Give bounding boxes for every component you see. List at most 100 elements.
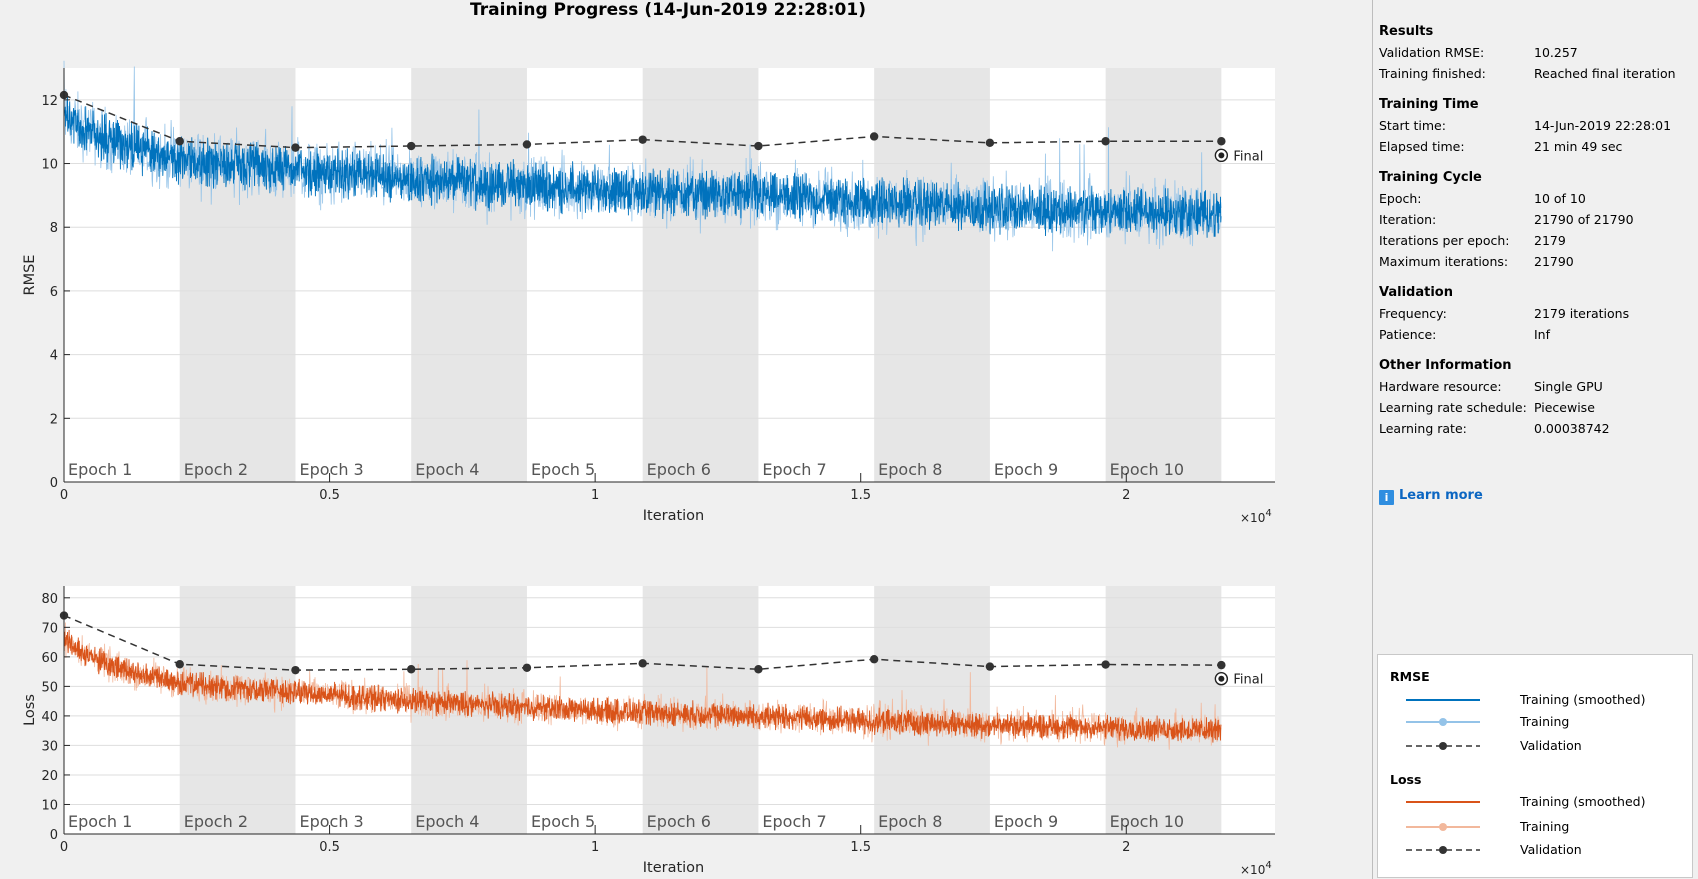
final-marker-dot (1218, 675, 1225, 682)
final-label: Final (1233, 149, 1263, 164)
epoch-band (1105, 586, 1222, 834)
row-key: Maximum iterations: (1379, 254, 1509, 269)
epoch-label: Epoch 1 (68, 812, 132, 831)
row-value: Inf (1534, 327, 1551, 342)
validation-point (522, 140, 532, 149)
y-tick-label: 30 (41, 739, 58, 754)
legend-rmse-validation: Validation (1406, 738, 1686, 754)
x-tick-label: 0.5 (319, 488, 340, 503)
learn-more-link[interactable]: i Learn more (1379, 488, 1483, 505)
epoch-label: Epoch 5 (531, 812, 595, 831)
chart-title: Training Progress (14-Jun-2019 22:28:01) (470, 0, 866, 20)
row-key: Frequency: (1379, 306, 1447, 321)
y-tick-label: 4 (50, 349, 58, 364)
validation-point (1101, 137, 1110, 146)
row-value: Single GPU (1534, 379, 1603, 394)
validation-point (985, 138, 995, 148)
y-tick-label: 50 (41, 680, 58, 695)
y-tick-label: 12 (41, 94, 58, 109)
epoch-label: Epoch 3 (299, 460, 363, 479)
row-key: Training finished: (1379, 66, 1486, 81)
legend-loss-smoothed: Training (smoothed) (1406, 794, 1686, 810)
legend-rmse-training: Training (1406, 714, 1686, 730)
legend-line-marker-icon (1406, 718, 1480, 726)
row-key: Hardware resource: (1379, 379, 1502, 394)
validation-heading: Validation (1379, 285, 1453, 300)
validation-point (407, 141, 416, 151)
row-value: 21 min 49 sec (1534, 139, 1623, 154)
legend-line-marker-icon (1406, 823, 1480, 831)
row-key: Patience: (1379, 327, 1437, 342)
legend-label: Validation (1520, 842, 1582, 857)
legend-label: Training (smoothed) (1520, 794, 1646, 809)
y-tick-label: 8 (50, 221, 58, 236)
legend-dashed-marker-icon (1406, 846, 1480, 854)
validation-point (754, 665, 763, 674)
validation-point (869, 655, 879, 664)
legend-label: Training (smoothed) (1520, 692, 1646, 707)
row-value: 2179 (1534, 233, 1566, 248)
validation-point (754, 141, 763, 151)
row-key: Learning rate schedule: (1379, 400, 1527, 415)
row-value: 21790 (1534, 254, 1574, 269)
epoch-label: Epoch 6 (647, 460, 711, 479)
y-tick-label: 0 (50, 476, 58, 491)
row-key: Start time: (1379, 118, 1446, 133)
row-key: Iterations per epoch: (1379, 233, 1510, 248)
epoch-label: Epoch 8 (878, 460, 942, 479)
epoch-label: Epoch 7 (762, 812, 826, 831)
epoch-label: Epoch 3 (299, 812, 363, 831)
validation-point (985, 662, 995, 671)
legend-label: Training (1520, 714, 1570, 729)
legend-label: Validation (1520, 738, 1582, 753)
row-value: Reached final iteration (1534, 66, 1676, 81)
epoch-band (874, 586, 990, 834)
y-tick-label: 0 (50, 828, 58, 843)
legend-label: Training (1520, 819, 1570, 834)
epoch-label: Epoch 10 (1110, 460, 1184, 479)
validation-series (63, 94, 1222, 149)
row-value: 21790 of 21790 (1534, 212, 1634, 227)
y-tick-label: 20 (41, 769, 58, 784)
validation-point (407, 665, 416, 674)
info-sidebar: Results Validation RMSE: 10.257 Training … (1373, 0, 1698, 879)
epoch-band (411, 68, 527, 482)
epoch-band (642, 68, 759, 482)
row-key: Iteration: (1379, 212, 1437, 227)
row-value: 10 of 10 (1534, 191, 1586, 206)
epoch-label: Epoch 8 (878, 812, 942, 831)
other-information-heading: Other Information (1379, 358, 1512, 373)
x-tick-label: 1 (591, 840, 599, 855)
validation-point (291, 143, 300, 152)
epoch-label: Epoch 9 (994, 812, 1058, 831)
x-tick-label: 0 (60, 840, 68, 855)
x-tick-label: 0 (60, 488, 68, 503)
info-icon: i (1379, 490, 1394, 505)
validation-point (869, 132, 879, 141)
epoch-label: Epoch 9 (994, 460, 1058, 479)
x-tick-label: 2 (1122, 840, 1130, 855)
epoch-label: Epoch 10 (1110, 812, 1184, 831)
y-tick-label: 70 (41, 621, 58, 636)
final-label: Final (1233, 673, 1263, 688)
validation-point (175, 137, 184, 146)
x-exponent-label: ×104 (1240, 508, 1272, 525)
epoch-band (1105, 68, 1222, 482)
epoch-band (179, 68, 296, 482)
x-tick-label: 2 (1122, 488, 1130, 503)
epoch-label: Epoch 5 (531, 460, 595, 479)
x-exponent-label: ×104 (1240, 860, 1272, 877)
legend-loss-heading: Loss (1390, 772, 1422, 787)
x-tick-label: 0.5 (319, 840, 340, 855)
legend-loss-validation: Validation (1406, 842, 1686, 858)
y-tick-label: 2 (50, 412, 58, 427)
epoch-band (874, 68, 990, 482)
x-exponent-power: 4 (1265, 860, 1271, 871)
validation-point (522, 663, 532, 672)
results-heading: Results (1379, 24, 1434, 39)
epoch-label: Epoch 6 (647, 812, 711, 831)
training-plots: Final Epoch 1 Epoch 2 Epoch 3 Epoch 4 Epoch 5… (22, 60, 1275, 877)
y-tick-label: 80 (41, 592, 58, 607)
legend-dashed-marker-icon (1406, 742, 1480, 750)
legend-loss-training: Training (1406, 819, 1686, 835)
